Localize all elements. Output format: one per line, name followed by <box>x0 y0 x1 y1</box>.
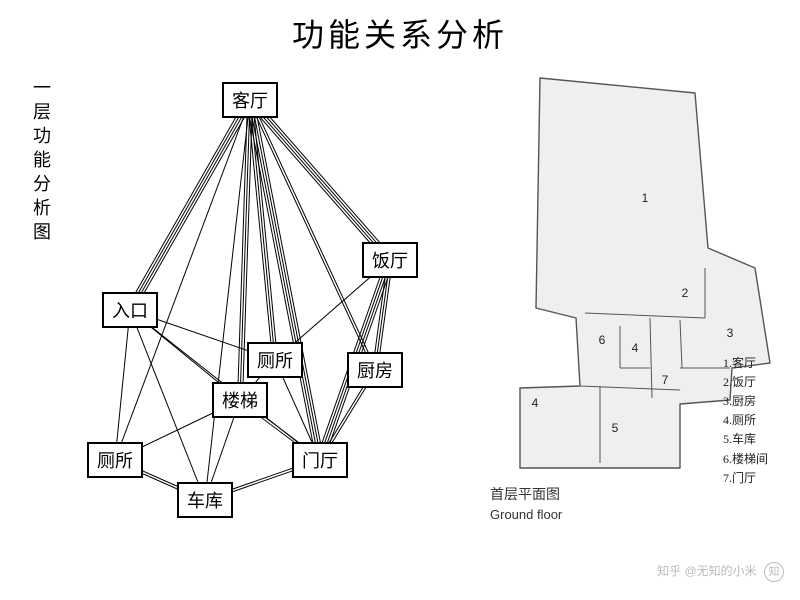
room-number: 3 <box>727 326 734 340</box>
function-network-diagram: 客厅饭厅入口厕所厨房楼梯门厅厕所车库 <box>60 60 460 520</box>
room-number: 1 <box>642 191 649 205</box>
sidebar-vertical-label: 一层功能分析图 <box>28 78 54 246</box>
node-dining: 饭厅 <box>362 242 418 278</box>
node-living: 客厅 <box>222 82 278 118</box>
floor-plan-title-cn: 首层平面图 <box>490 484 560 504</box>
node-garage: 车库 <box>177 482 233 518</box>
node-stairs: 楼梯 <box>212 382 268 418</box>
legend-item: 4.厕所 <box>723 411 768 430</box>
node-toilet1: 厕所 <box>247 342 303 378</box>
legend-item: 7.门厅 <box>723 469 768 488</box>
floor-plan-legend: 1.客厅2.饭厅3.厨房4.厕所5.车库6.楼梯间7.门厅 <box>723 354 768 488</box>
watermark: 知乎 @无知的小米 知 <box>657 562 784 582</box>
node-hall: 门厅 <box>292 442 348 478</box>
watermark-text: 知乎 @无知的小米 <box>657 564 757 578</box>
room-number: 6 <box>599 333 606 347</box>
page-title: 功能关系分析 <box>0 0 800 56</box>
room-number: 4 <box>632 341 639 355</box>
room-number: 4 <box>532 396 539 410</box>
floor-plan: 1 2 3 4 4 5 6 7 首层平面图 Ground floor 1.客厅2.饭厅3.厨房… <box>480 68 780 528</box>
watermark-icon: 知 <box>764 562 784 582</box>
room-number: 5 <box>612 421 619 435</box>
node-toilet2: 厕所 <box>87 442 143 478</box>
node-kitchen: 厨房 <box>347 352 403 388</box>
legend-item: 1.客厅 <box>723 354 768 373</box>
legend-item: 3.厨房 <box>723 392 768 411</box>
legend-item: 2.饭厅 <box>723 373 768 392</box>
node-entrance: 入口 <box>102 292 158 328</box>
room-number: 7 <box>662 373 669 387</box>
floor-plan-title-en: Ground floor <box>490 507 562 522</box>
legend-item: 6.楼梯间 <box>723 450 768 469</box>
legend-item: 5.车库 <box>723 430 768 449</box>
room-number: 2 <box>682 286 689 300</box>
